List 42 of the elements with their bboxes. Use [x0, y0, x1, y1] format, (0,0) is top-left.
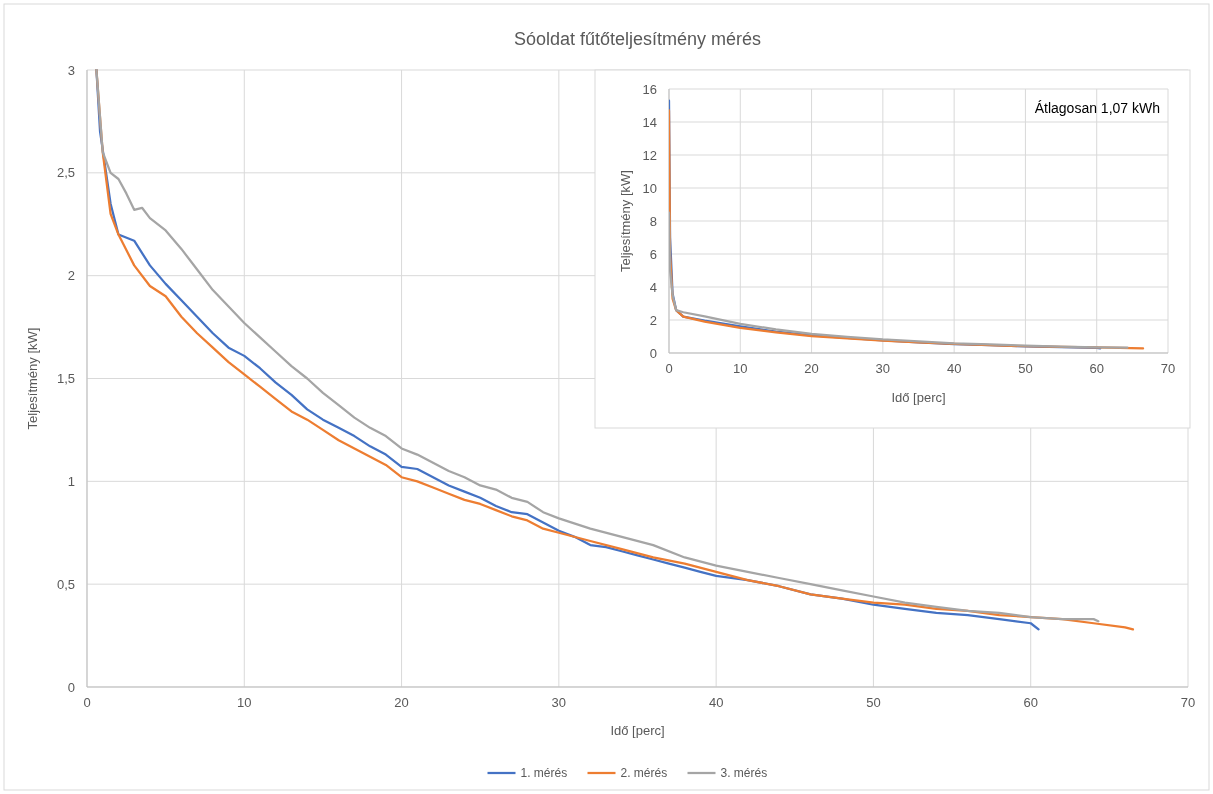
y-tick-label: 6	[649, 246, 657, 262]
x-tick-label: 60	[1023, 695, 1038, 710]
y-tick-label: 1,5	[56, 371, 75, 386]
x-tick-label: 50	[866, 695, 881, 710]
x-tick-label: 50	[1018, 361, 1033, 376]
x-axis-title: Idő [perc]	[891, 390, 946, 405]
y-axis-title: Teljesítmény [kW]	[618, 170, 633, 272]
x-tick-label: 10	[237, 695, 252, 710]
legend-label: 2. mérés	[620, 766, 668, 780]
y-tick-label: 2	[649, 312, 657, 328]
y-tick-label: 16	[642, 81, 657, 97]
legend-label: 3. mérés	[720, 766, 768, 780]
y-tick-label: 8	[649, 213, 657, 229]
x-tick-label: 40	[946, 361, 962, 376]
x-axis-title: Idő [perc]	[610, 723, 665, 738]
y-tick-label: 14	[642, 114, 657, 130]
y-tick-label: 0	[649, 345, 657, 361]
y-tick-label: 2	[67, 268, 75, 284]
x-tick-label: 10	[733, 361, 748, 376]
x-tick-label: 40	[708, 695, 724, 710]
x-tick-label: 0	[665, 361, 673, 376]
x-tick-label: 20	[804, 361, 819, 376]
y-tick-label: 12	[642, 147, 657, 163]
line-series	[669, 211, 1129, 349]
y-tick-label: 3	[67, 62, 75, 78]
x-tick-label: 70	[1180, 695, 1196, 710]
y-tick-label: 2,5	[56, 165, 75, 181]
x-tick-label: 70	[1160, 361, 1176, 376]
y-tick-label: 4	[649, 279, 657, 295]
x-tick-label: 30	[551, 695, 567, 710]
x-tick-label: 30	[875, 361, 891, 376]
x-tick-label: 60	[1089, 361, 1104, 376]
x-tick-label: 0	[83, 695, 91, 710]
annotation: Átlagosan 1,07 kWh	[1034, 100, 1160, 116]
y-axis-title: Teljesítmény [kW]	[25, 327, 40, 430]
y-tick-label: 10	[642, 180, 657, 196]
x-tick-label: 20	[394, 695, 409, 710]
y-tick-label: 1	[67, 473, 75, 489]
chart-title: Sóoldat fűtőteljesítmény mérés	[513, 29, 762, 49]
y-tick-label: 0,5	[56, 576, 75, 592]
y-tick-label: 0	[67, 679, 75, 695]
legend-label: 1. mérés	[520, 766, 568, 780]
